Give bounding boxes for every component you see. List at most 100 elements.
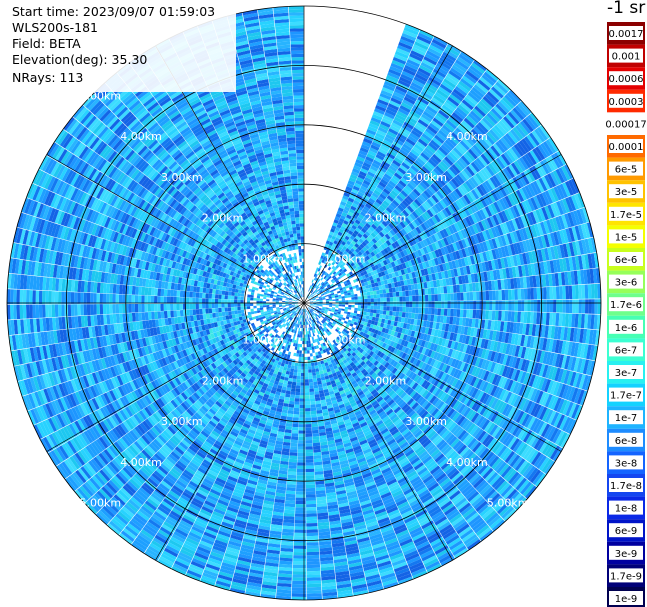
ray-gate-cell (179, 143, 190, 152)
ray-gate-cell (185, 115, 197, 124)
ray-gate-cell (261, 170, 270, 176)
ray-gate-cell (236, 123, 247, 131)
ray-gate-cell (280, 272, 284, 276)
ray-gate-cell (286, 221, 292, 226)
ray-gate-cell (115, 304, 120, 314)
ray-gate-cell (144, 295, 148, 304)
ray-gate-cell (292, 85, 304, 90)
ray-gate-cell (301, 287, 303, 291)
ray-gate-cell (273, 12, 289, 17)
ray-gate-cell (220, 206, 228, 214)
ray-gate-cell (247, 291, 252, 295)
ray-gate-cell (217, 180, 226, 187)
ray-gate-cell (241, 177, 250, 184)
ray-gate-cell (241, 223, 248, 229)
ray-gate-cell (232, 160, 242, 167)
ray-gate-cell (272, 218, 278, 223)
ray-gate-cell (240, 174, 248, 181)
ray-gate-cell (270, 175, 278, 180)
ray-gate-cell (207, 191, 216, 199)
ray-gate-cell (234, 303, 238, 307)
ray-gate-cell (284, 208, 290, 213)
ray-gate-cell (166, 107, 179, 118)
ray-gate-cell (295, 146, 304, 151)
ray-gate-cell (205, 189, 214, 197)
ray-gate-cell (289, 247, 293, 251)
ray-gate-cell (90, 304, 94, 315)
ray-gate-cell (257, 209, 264, 215)
ray-gate-cell (291, 269, 295, 274)
ray-gate-cell (302, 293, 304, 298)
ray-gate-cell (254, 246, 260, 252)
ray-gate-cell (245, 121, 256, 127)
ray-gate-cell (247, 189, 255, 196)
ray-gate-cell (237, 49, 251, 57)
ray-gate-cell (292, 191, 299, 196)
ray-gate-cell (248, 41, 263, 47)
ray-gate-cell (128, 285, 133, 295)
ray-gate-cell (168, 110, 180, 120)
ray-gate-cell (289, 233, 294, 238)
ray-gate-cell (176, 121, 187, 130)
ray-gate-cell (253, 303, 257, 306)
ray-gate-cell (274, 15, 289, 21)
ray-gate-cell (283, 102, 294, 107)
ray-gate-cell (292, 76, 304, 80)
ray-gate-cell (298, 281, 301, 285)
ray-gate-cell (300, 229, 304, 234)
ray-gate-cell (253, 63, 267, 69)
ray-gate-cell (296, 282, 299, 286)
ray-gate-cell (235, 120, 246, 128)
ray-gate-cell (292, 249, 296, 254)
ray-gate-cell (198, 292, 203, 299)
ray-gate-cell (292, 79, 304, 83)
ray-gate-cell (141, 312, 146, 321)
ray-gate-cell (228, 151, 238, 158)
ray-gate-cell (244, 197, 252, 204)
ray-gate-cell (259, 17, 274, 23)
ray-gate-cell (227, 307, 232, 312)
ray-gate-cell (205, 104, 217, 113)
ray-gate-cell (220, 215, 227, 222)
ray-gate-cell (278, 223, 284, 228)
ray-gate-cell (250, 50, 265, 57)
ray-gate-cell (279, 147, 288, 152)
ray-gate-cell (184, 164, 194, 173)
ray-gate-cell (251, 103, 262, 109)
ray-gate-cell (176, 303, 180, 311)
ray-gate-cell (288, 260, 292, 265)
ray-gate-cell (267, 261, 272, 266)
ray-gate-cell (195, 163, 205, 172)
ray-gate-cell (192, 291, 197, 298)
ray-gate-cell (278, 243, 283, 248)
ray-gate-cell (292, 246, 296, 251)
ray-gate-cell (265, 199, 272, 205)
ray-gate-cell (291, 288, 295, 292)
ray-gate-cell (293, 276, 297, 280)
ray-gate-cell (173, 296, 177, 304)
ray-gate-cell (188, 169, 198, 178)
ray-gate-cell (260, 215, 267, 221)
ray-gate-cell (216, 128, 227, 136)
ray-gate-cell (189, 303, 193, 310)
ray-gate-cell (180, 106, 192, 116)
ray-gate-cell (291, 220, 296, 225)
ray-gate-cell (286, 284, 290, 288)
ray-gate-cell (163, 310, 168, 319)
ray-gate-cell (290, 47, 304, 51)
ray-gate-cell (150, 295, 155, 304)
ray-gate-cell (282, 199, 288, 204)
ray-gate-cell (278, 250, 282, 255)
ray-gate-cell (297, 285, 300, 289)
ray-gate-cell (167, 144, 177, 154)
ray-gate-cell (232, 139, 242, 146)
ray-gate-cell (292, 73, 304, 77)
ray-gate-cell (268, 265, 273, 270)
ray-gate-cell (173, 151, 183, 161)
ray-gate-cell (214, 199, 222, 206)
ray-gate-cell (287, 140, 296, 145)
ray-gate-cell (216, 146, 226, 154)
ray-gate-cell (270, 145, 280, 151)
ray-gate-cell (135, 286, 139, 295)
ray-gate-cell (269, 233, 275, 238)
